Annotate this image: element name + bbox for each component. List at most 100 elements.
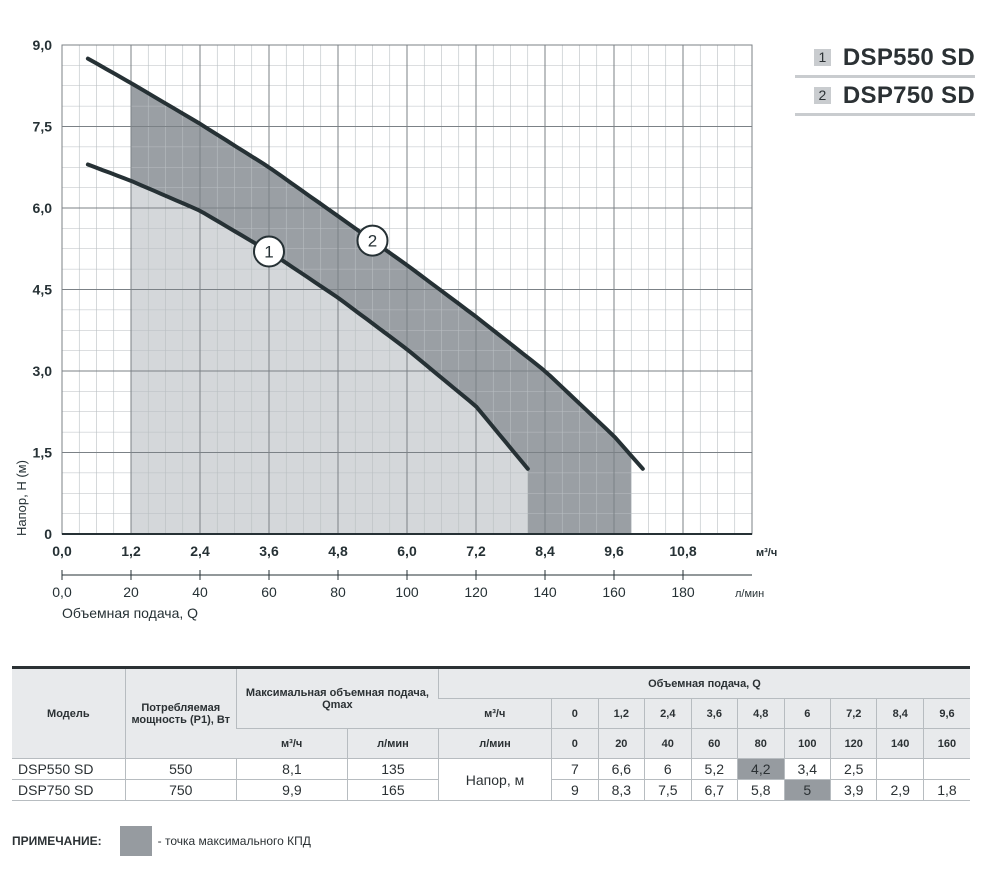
- header-lmin-label: л/мин: [437, 728, 552, 759]
- head-value-cell: 2,9: [876, 779, 924, 801]
- power-cell: 750: [124, 779, 237, 801]
- x-tick-label: 9,6: [604, 543, 624, 559]
- y-tick-label: 6,0: [33, 200, 53, 216]
- x-tick-label: 4,8: [328, 543, 348, 559]
- flow-lmin-header: 60: [690, 728, 738, 759]
- qmax-lmin-cell: 165: [346, 779, 439, 801]
- header-model: Модель: [12, 666, 126, 759]
- spec-table: Модель Потребляемая мощность (P1), Вт Ма…: [12, 666, 970, 801]
- x2-tick-label: 160: [602, 584, 626, 600]
- head-label-cell: Напор, м: [437, 758, 552, 801]
- legend: 1 DSP550 SD 2 DSP750 SD: [795, 40, 975, 116]
- flow-m3h-header: 8,4: [876, 698, 924, 729]
- series-marker-label: 2: [368, 232, 377, 251]
- y-tick-label: 3,0: [33, 363, 53, 379]
- header-qmax-lmin: л/мин: [346, 728, 439, 759]
- series-marker-circle: [253, 235, 285, 268]
- best-efficiency-cell: 5: [783, 779, 831, 801]
- note: ПРИМЕЧАНИЕ: - точка максимального КПД: [12, 826, 311, 856]
- x2-tick-label: 80: [330, 584, 346, 600]
- head-value-cell: 6,7: [690, 779, 738, 801]
- flow-m3h-header: 2,4: [644, 698, 692, 729]
- efficiency-swatch: [119, 826, 152, 856]
- header-m3h-label: м³/ч: [438, 698, 552, 729]
- qmax-m3h-cell: 9,9: [235, 779, 348, 801]
- head-value-cell: 3,4: [783, 758, 831, 780]
- x-axis-title: Объемная подача, Q: [62, 605, 198, 621]
- head-value-cell: 2,5: [829, 758, 877, 780]
- head-value-cell: 7,5: [644, 779, 692, 801]
- model-cell: DSP750 SD: [12, 779, 126, 801]
- x2-unit-label: л/мин: [735, 588, 764, 600]
- flow-m3h-header: 4,8: [737, 698, 785, 729]
- head-value-cell: 5,8: [737, 779, 785, 801]
- flow-lmin-header: 100: [783, 728, 831, 759]
- best-efficiency-cell: 4,2: [737, 758, 785, 780]
- legend-model-name: DSP750 SD: [842, 81, 975, 109]
- head-value-cell: 8,3: [597, 779, 645, 801]
- x-tick-label: 1,2: [121, 543, 141, 559]
- x-tick-label: 8,4: [535, 543, 555, 559]
- legend-item: 1 DSP550 SD: [795, 40, 975, 78]
- x2-tick-label: 60: [261, 584, 277, 600]
- y-axis-title: Напор, H (м): [14, 460, 29, 536]
- head-value-cell: 7: [551, 758, 599, 780]
- x-tick-label: 7,2: [466, 543, 486, 559]
- flow-m3h-header: 3,6: [690, 698, 738, 729]
- x2-tick-label: 40: [192, 584, 208, 600]
- x2-tick-label: 100: [395, 584, 419, 600]
- flow-lmin-header: 40: [644, 728, 692, 759]
- header-qmax: Максимальная объемная подача, Qmax: [235, 666, 439, 729]
- y-tick-label: 1,5: [33, 445, 53, 461]
- legend-number: 1: [813, 49, 831, 66]
- head-value-cell: 6: [644, 758, 692, 780]
- note-label: ПРИМЕЧАНИЕ:: [12, 834, 102, 848]
- flow-m3h-header: 1,2: [597, 698, 645, 729]
- head-value-cell: 9: [551, 779, 599, 801]
- series-line-1: [85, 162, 530, 471]
- x-tick-label: 3,6: [259, 543, 279, 559]
- x-tick-label: 2,4: [190, 543, 210, 559]
- x-tick-label: 6,0: [397, 543, 417, 559]
- head-value-cell: 5,2: [690, 758, 738, 780]
- x2-tick-label: 120: [464, 584, 488, 600]
- flow-m3h-header: 9,6: [922, 698, 970, 729]
- flow-lmin-header: 120: [829, 728, 877, 759]
- head-value-cell: 3,9: [829, 779, 877, 801]
- y-tick-label: 0: [44, 526, 52, 542]
- flow-lmin-header: 160: [922, 728, 970, 759]
- y-tick-label: 7,5: [33, 119, 53, 135]
- flow-m3h-header: 6: [783, 698, 831, 729]
- flow-m3h-header: 7,2: [829, 698, 877, 729]
- flow-lmin-header: 0: [551, 728, 599, 759]
- y-tick-label: 4,5: [33, 282, 53, 298]
- qmax-m3h-cell: 8,1: [235, 758, 348, 780]
- y-tick-label: 9,0: [33, 37, 53, 53]
- legend-number: 2: [813, 87, 831, 104]
- note-text: - точка максимального КПД: [157, 834, 311, 848]
- x-tick-label: 0,0: [52, 543, 72, 559]
- flow-lmin-header: 20: [597, 728, 645, 759]
- header-flow: Объемная подача, Q: [437, 666, 970, 699]
- x2-tick-label: 140: [533, 584, 557, 600]
- model-cell: DSP550 SD: [12, 758, 126, 780]
- head-value-cell: 6,6: [597, 758, 645, 780]
- x2-tick-label: 20: [123, 584, 139, 600]
- x-unit-label: м³/ч: [756, 547, 777, 559]
- head-value-cell: [876, 758, 924, 780]
- header-qmax-m3h: м³/ч: [236, 728, 348, 759]
- flow-m3h-header: 0: [551, 698, 599, 729]
- legend-model-name: DSP550 SD: [842, 43, 975, 71]
- head-value-cell: [922, 758, 970, 780]
- series-marker-circle: [356, 224, 389, 257]
- power-cell: 550: [124, 758, 237, 780]
- x-tick-label: 10,8: [669, 543, 696, 559]
- legend-item: 2 DSP750 SD: [795, 78, 975, 116]
- series-marker-label: 1: [264, 242, 273, 261]
- flow-lmin-header: 80: [737, 728, 785, 759]
- head-value-cell: 1,8: [922, 779, 970, 801]
- flow-lmin-header: 140: [876, 728, 924, 759]
- qmax-lmin-cell: 135: [346, 758, 439, 780]
- x2-tick-label: 0,0: [52, 584, 72, 600]
